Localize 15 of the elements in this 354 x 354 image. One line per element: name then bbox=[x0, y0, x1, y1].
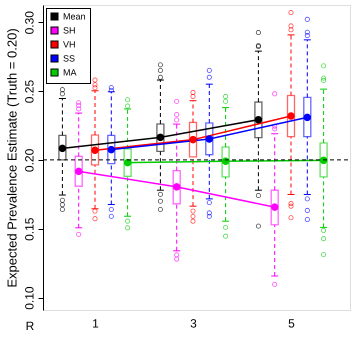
y-tick-label: 0.15 bbox=[22, 217, 36, 241]
legend-label: SS bbox=[63, 54, 76, 64]
legend-label: SH bbox=[63, 26, 76, 36]
x-tick-label: 3 bbox=[190, 316, 198, 330]
y-axis-title: Expected Prevalence Estimate (Truth = 0.20) bbox=[4, 28, 20, 288]
x-tick-label: 5 bbox=[288, 316, 296, 330]
y-tick-label: 0.20 bbox=[22, 148, 36, 172]
x-tick-label: 1 bbox=[92, 316, 100, 330]
legend-label: Mean bbox=[63, 12, 86, 22]
x-axis-title: R bbox=[26, 319, 35, 333]
y-tick-label: 0.25 bbox=[22, 80, 36, 104]
legend-label: MA bbox=[63, 68, 76, 78]
legend-label: VH bbox=[63, 40, 76, 50]
y-tick-label: 0.30 bbox=[22, 10, 36, 34]
y-tick-label: 0.10 bbox=[22, 286, 36, 310]
